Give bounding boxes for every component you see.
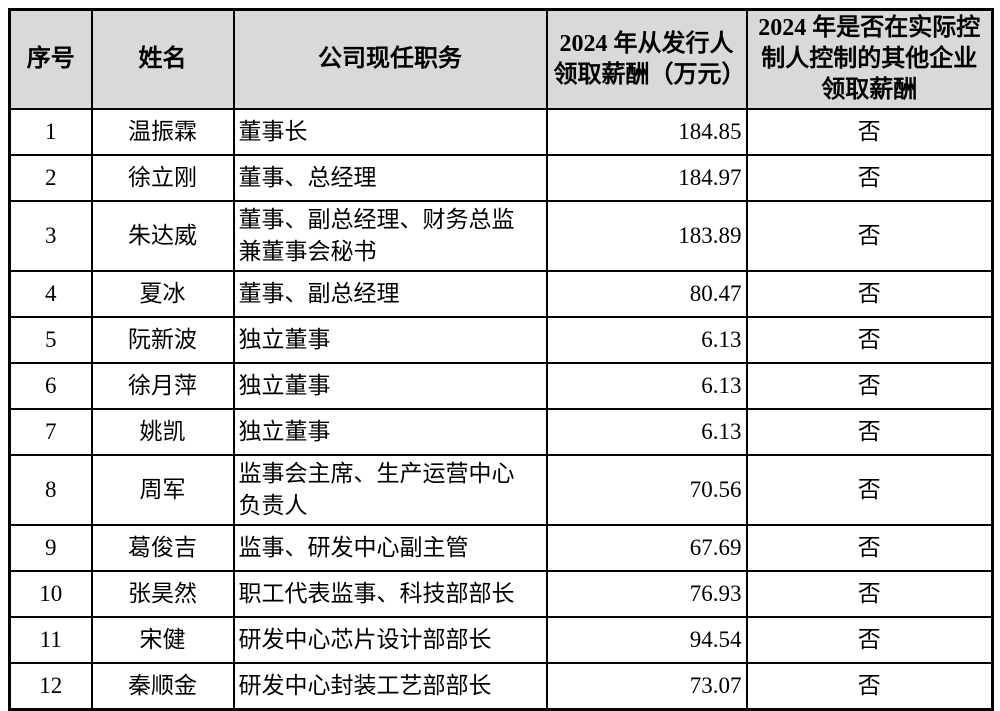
cell-salary: 6.13 (545, 316, 748, 364)
cell-no: 8 (8, 454, 93, 526)
cell-salary: 184.97 (545, 154, 748, 202)
table-row: 3 朱达威 董事、副总经理、财务总监 兼董事会秘书 183.89 否 (8, 200, 994, 272)
cell-salary: 94.54 (545, 616, 748, 664)
column-header: 序号 (8, 8, 93, 110)
cell-name: 夏冰 (90, 270, 235, 318)
cell-name: 秦顺金 (90, 662, 235, 710)
table-row: 8 周军 监事会主席、生产运营中心 负责人 70.56 否 (8, 454, 994, 526)
table-body: 1 温振霖 董事长 184.85 否 2 徐立刚 董事、总经理 184.97 否 3 朱达威 董事、副总… (8, 108, 994, 710)
cell-name: 温振霖 (90, 108, 235, 156)
cell-no: 11 (8, 616, 93, 664)
cell-position: 监事、研发中心副主管 (232, 524, 548, 572)
cell-name: 周军 (90, 454, 235, 526)
cell-no: 6 (8, 362, 93, 410)
compensation-table: 序号 姓名 公司现任职务 2024 年从发行人 领取薪酬（万元） 2024 年是否在实际… (8, 8, 994, 711)
cell-position: 董事长 (232, 108, 548, 156)
cell-no: 9 (8, 524, 93, 572)
cell-salary: 73.07 (545, 662, 748, 710)
cell-position: 独立董事 (232, 408, 548, 456)
cell-other: 否 (745, 154, 994, 202)
cell-other: 否 (745, 524, 994, 572)
cell-no: 4 (8, 270, 93, 318)
cell-name: 徐月萍 (90, 362, 235, 410)
cell-name: 宋健 (90, 616, 235, 664)
cell-other: 否 (745, 408, 994, 456)
cell-salary: 67.69 (545, 524, 748, 572)
cell-no: 5 (8, 316, 93, 364)
table-row: 6 徐月萍 独立董事 6.13 否 (8, 362, 994, 410)
cell-other: 否 (745, 662, 994, 710)
column-header: 公司现任职务 (232, 8, 548, 110)
cell-name: 阮新波 (90, 316, 235, 364)
table-row: 10 张昊然 职工代表监事、科技部部长 76.93 否 (8, 570, 994, 618)
table-row: 7 姚凯 独立董事 6.13 否 (8, 408, 994, 456)
cell-other: 否 (745, 616, 994, 664)
cell-other: 否 (745, 570, 994, 618)
cell-salary: 80.47 (545, 270, 748, 318)
cell-name: 徐立刚 (90, 154, 235, 202)
cell-name: 葛俊吉 (90, 524, 235, 572)
table-row: 2 徐立刚 董事、总经理 184.97 否 (8, 154, 994, 202)
cell-no: 2 (8, 154, 93, 202)
cell-no: 3 (8, 200, 93, 272)
cell-no: 7 (8, 408, 93, 456)
cell-no: 12 (8, 662, 93, 710)
column-header: 姓名 (90, 8, 235, 110)
cell-name: 姚凯 (90, 408, 235, 456)
cell-no: 1 (8, 108, 93, 156)
cell-salary: 76.93 (545, 570, 748, 618)
cell-other: 否 (745, 200, 994, 272)
cell-position: 董事、副总经理 (232, 270, 548, 318)
table-row: 1 温振霖 董事长 184.85 否 (8, 108, 994, 156)
header-row: 序号 姓名 公司现任职务 2024 年从发行人 领取薪酬（万元） 2024 年是否在实际… (8, 8, 994, 110)
cell-other: 否 (745, 108, 994, 156)
table-head: 序号 姓名 公司现任职务 2024 年从发行人 领取薪酬（万元） 2024 年是否在实际… (8, 8, 994, 110)
cell-other: 否 (745, 270, 994, 318)
cell-position: 研发中心芯片设计部部长 (232, 616, 548, 664)
cell-position: 监事会主席、生产运营中心 负责人 (232, 454, 548, 526)
column-header: 2024 年是否在实际控 制人控制的其他企业 领取薪酬 (745, 8, 994, 110)
cell-salary: 70.56 (545, 454, 748, 526)
cell-position: 董事、总经理 (232, 154, 548, 202)
table-row: 4 夏冰 董事、副总经理 80.47 否 (8, 270, 994, 318)
cell-salary: 6.13 (545, 362, 748, 410)
table-row: 12 秦顺金 研发中心封装工艺部部长 73.07 否 (8, 662, 994, 710)
table-row: 11 宋健 研发中心芯片设计部部长 94.54 否 (8, 616, 994, 664)
cell-position: 董事、副总经理、财务总监 兼董事会秘书 (232, 200, 548, 272)
cell-salary: 6.13 (545, 408, 748, 456)
cell-position: 独立董事 (232, 362, 548, 410)
cell-position: 独立董事 (232, 316, 548, 364)
cell-position: 职工代表监事、科技部部长 (232, 570, 548, 618)
cell-no: 10 (8, 570, 93, 618)
cell-salary: 183.89 (545, 200, 748, 272)
table-row: 9 葛俊吉 监事、研发中心副主管 67.69 否 (8, 524, 994, 572)
table-row: 5 阮新波 独立董事 6.13 否 (8, 316, 994, 364)
cell-salary: 184.85 (545, 108, 748, 156)
cell-other: 否 (745, 316, 994, 364)
cell-name: 张昊然 (90, 570, 235, 618)
cell-other: 否 (745, 362, 994, 410)
cell-name: 朱达威 (90, 200, 235, 272)
column-header: 2024 年从发行人 领取薪酬（万元） (545, 8, 748, 110)
cell-other: 否 (745, 454, 994, 526)
cell-position: 研发中心封装工艺部部长 (232, 662, 548, 710)
